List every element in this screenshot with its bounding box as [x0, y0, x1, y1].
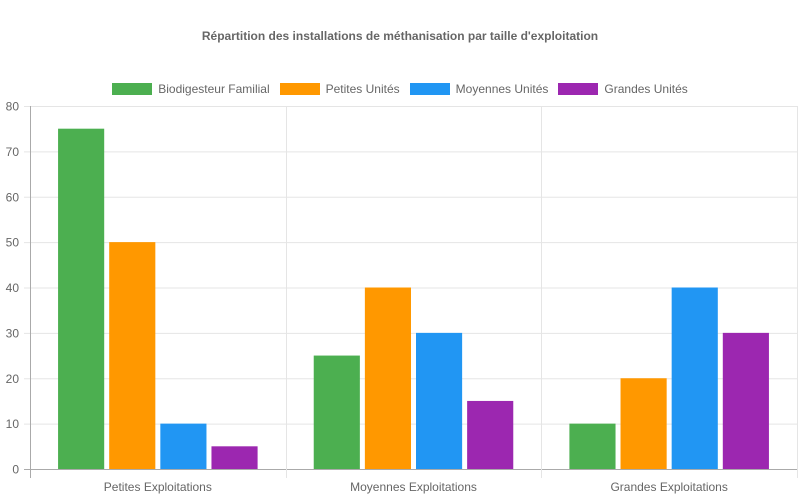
y-tick-label: 50 — [6, 236, 20, 250]
legend-item-petites-unites[interactable]: Petites Unités — [279, 82, 400, 96]
bar-moyennes-unités — [416, 332, 463, 469]
legend-label: Biodigesteur Familial — [158, 82, 270, 96]
legend-swatch — [409, 83, 450, 95]
bar-petites-unités — [109, 242, 156, 469]
bar-grandes-unités — [722, 332, 769, 469]
bar-petites-unités — [364, 287, 411, 469]
y-tick-label: 30 — [6, 326, 20, 340]
legend-item-biodigesteur-familial[interactable]: Biodigesteur Familial — [112, 82, 270, 96]
y-tick-label: 70 — [6, 145, 20, 159]
legend-label: Grandes Unités — [604, 82, 688, 96]
y-tick-label: 40 — [6, 281, 20, 295]
y-tick-label: 60 — [6, 190, 20, 204]
y-tick-label: 20 — [6, 372, 20, 386]
x-tick-label: Grandes Exploitations — [610, 480, 727, 494]
bar-biodigesteur-familial — [569, 423, 616, 469]
legend-swatch — [112, 83, 153, 95]
bar-biodigesteur-familial — [313, 355, 360, 469]
y-tick-label: 80 — [6, 100, 20, 114]
legend-label: Petites Unités — [325, 82, 400, 96]
bar-grandes-unités — [211, 446, 258, 469]
bar-petites-unités — [620, 378, 667, 469]
legend-swatch — [279, 83, 320, 95]
bar-moyennes-unités — [671, 287, 718, 469]
chart-title: Répartition des installations de méthani… — [201, 29, 599, 43]
bar-moyennes-unités — [160, 423, 207, 469]
legend-swatch — [558, 83, 599, 95]
legend-label: Moyennes Unités — [455, 82, 549, 96]
y-tick-label: 0 — [12, 463, 19, 477]
legend-item-grandes-unites[interactable]: Grandes Unités — [558, 82, 688, 96]
legend-item-moyennes-unites[interactable]: Moyennes Unités — [409, 82, 549, 96]
bar-grandes-unités — [467, 400, 514, 469]
chart-legend: Biodigesteur Familial Petites Unités Moy… — [0, 82, 800, 96]
y-tick-label: 10 — [6, 417, 20, 431]
bar-biodigesteur-familial — [58, 128, 105, 469]
x-tick-label: Moyennes Exploitations — [350, 480, 477, 494]
x-tick-label: Petites Exploitations — [104, 480, 212, 494]
